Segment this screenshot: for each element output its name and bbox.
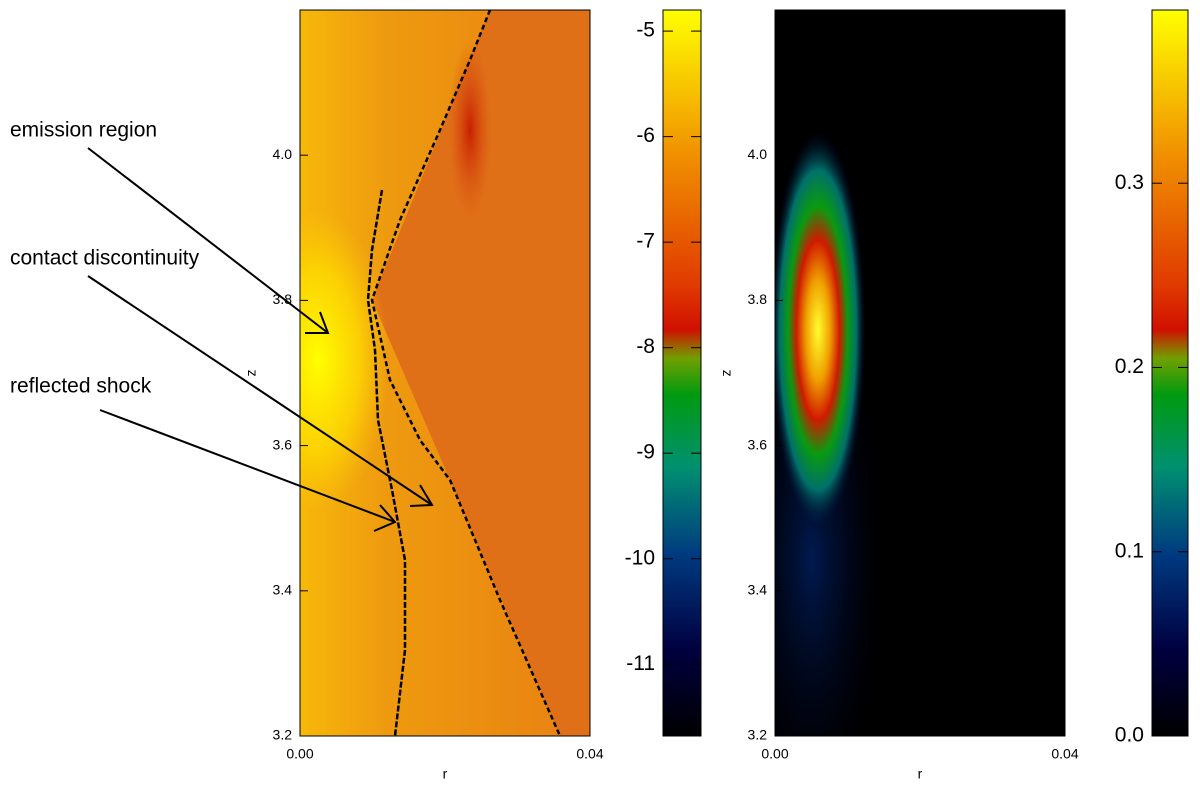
x-tick-label: 0.04 (1051, 746, 1078, 762)
plot-frame (299, 9, 591, 737)
y-tick-label: 3.8 (273, 291, 293, 307)
colorbar-tick-label: -6 (636, 124, 655, 147)
annotation: contact discontinuity (10, 247, 200, 270)
y-tick-label: 4.0 (748, 146, 768, 162)
y-tick-label: 3.4 (748, 582, 768, 598)
y-tick-label: 3.8 (748, 291, 768, 307)
colorbar-tick-label: -7 (636, 230, 655, 253)
colorbar-tick-label: 0.2 (1115, 355, 1144, 378)
y-tick-label: 3.2 (273, 727, 293, 743)
annotation: reflected shock (10, 375, 152, 398)
y-axis-label: z (243, 370, 259, 377)
y-tick-label: 3.6 (273, 436, 293, 452)
plot-frame (774, 9, 1066, 737)
x-axis-label: r (443, 766, 448, 782)
y-axis-label: z (718, 370, 734, 377)
colorbar-tick-label: -5 (636, 19, 655, 42)
colorbar-tick-label: -11 (626, 652, 655, 675)
y-tick-label: 3.4 (273, 582, 293, 598)
density-field (300, 10, 590, 736)
colorbar-tick-label: -9 (636, 441, 655, 464)
y-tick-label: 3.6 (748, 436, 768, 452)
annotation: emission region (10, 119, 157, 142)
colorbar (1151, 9, 1189, 737)
y-tick-label: 3.2 (748, 727, 768, 743)
x-tick-label: 0.00 (286, 746, 313, 762)
colorbar (662, 9, 702, 737)
x-axis-label: r (918, 766, 923, 782)
arrows (87, 147, 434, 532)
colorbar-tick-label: -8 (636, 335, 655, 358)
emission-field (775, 10, 1065, 736)
colorbar-tick-label: 0.0 (1115, 724, 1144, 747)
x-tick-label: 0.00 (761, 746, 788, 762)
colorbar-tick-label: 0.1 (1115, 539, 1144, 562)
x-tick-label: 0.04 (576, 746, 603, 762)
y-tick-label: 4.0 (273, 146, 293, 162)
colorbar-tick-label: -10 (625, 546, 655, 569)
colorbar-tick-label: 0.3 (1115, 171, 1144, 194)
